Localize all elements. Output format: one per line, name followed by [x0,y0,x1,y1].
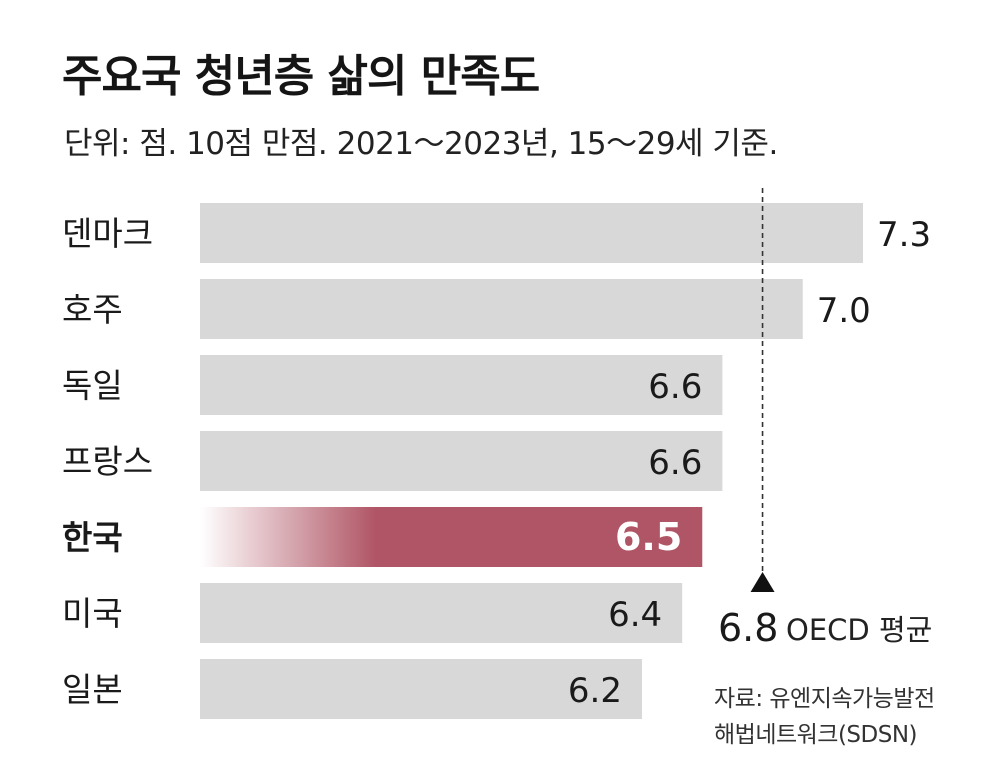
value-label: 6.6 [648,443,702,483]
source-note: 자료: 유엔지속가능발전 해법네트워크(SDSN) [714,681,984,753]
bar-row-1 [200,279,803,339]
bar-row-6 [200,659,642,719]
category-label: 덴마크 [62,214,153,253]
category-label: 미국 [62,594,123,633]
category-label: 프랑스 [62,442,153,481]
bar-row-3 [200,431,723,491]
source-line-2: 해법네트워크(SDSN) [714,722,918,748]
value-label: 6.5 [615,515,682,559]
source-line-1: 자료: 유엔지속가능발전 [714,686,935,712]
chart-title: 주요국 청년층 삶의 만족도 [62,51,540,102]
bar-row-5 [200,583,683,643]
bars-group: 덴마크 7.3 호주 7.0 독일 6.6 프랑스 6.6 한국 6.5 미국 6.4 일본 6.2 [62,203,931,719]
value-label: 6.4 [608,595,662,635]
bar-row-2 [200,355,723,415]
category-label: 독일 [62,366,123,405]
bar-row-0 [200,203,863,263]
value-label: 6.2 [568,671,622,711]
reference-line-group: 6.8 OECD 평균 [718,188,932,650]
value-label: 7.3 [877,215,931,255]
chart-subtitle: 단위: 점. 10점 만점. 2021～2023년, 15～29세 기준. [64,126,778,162]
value-label: 6.6 [648,367,702,407]
category-label: 한국 [62,518,123,557]
oecd-average-marker-icon [750,572,775,592]
category-label: 일본 [62,670,123,709]
category-label: 호주 [62,290,123,329]
oecd-average-value: 6.8 [718,606,778,650]
value-label: 7.0 [817,291,871,331]
oecd-average-label: OECD 평균 [786,613,932,647]
bar-row-4 [200,507,703,567]
